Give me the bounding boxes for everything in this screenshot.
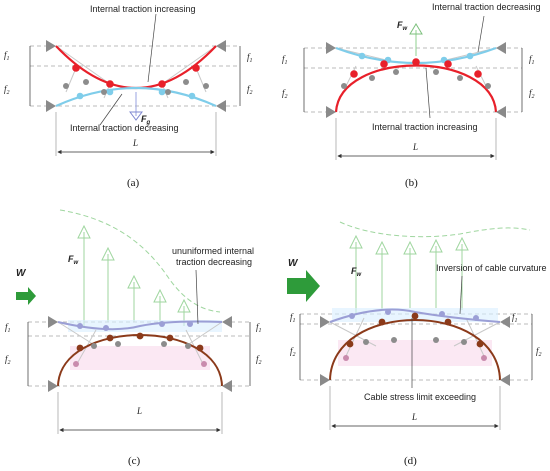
grey-ties [55,45,217,99]
span-label: L [132,138,138,148]
f2-right: f2 [536,346,542,358]
label-traction-increasing: Internal traction increasing [372,122,478,132]
leader-top [147,13,157,83]
blue-nodes [76,88,196,100]
grey-nodes [63,79,209,95]
red-cable [55,45,217,89]
label-traction-increasing: Internal traction increasing [90,4,196,14]
grey-nodes [91,341,191,349]
fw-label: Fw [397,20,408,32]
wind-arrow [287,270,320,302]
fw-arrows [349,234,469,314]
blue-cable [55,86,217,108]
label-traction-decreasing: Internal traction decreasing [70,123,179,133]
panel-c: Fw W [5,209,262,467]
fw-label: Fw [68,254,79,266]
supports [320,316,510,386]
f1-left: f1 [5,322,11,334]
grey-nodes [363,337,467,345]
wind-profile [59,209,221,313]
supports [326,42,506,118]
label-line2: traction decreasing [176,257,252,267]
purple-cable [329,308,501,323]
pink-nodes [343,355,487,361]
f2-left: f2 [5,354,11,366]
span-label: L [136,406,142,416]
fw-arrows [77,224,191,326]
panel-b: Fw Internal traction decreasing Internal… [282,2,541,189]
f1-right: f1 [256,322,262,334]
f2-left: f2 [4,84,10,96]
f2-left: f2 [290,346,296,358]
fg-arrow-head [129,111,143,121]
wind-profile [339,221,531,238]
f2-left: f2 [282,88,288,100]
f1-right: f1 [247,52,253,64]
label-inversion: Inversion of cable curvature [436,263,547,273]
span-label: L [412,142,418,152]
red-cable [334,64,498,113]
f1-right: f1 [529,54,535,66]
blue-nodes [358,52,474,64]
leader-bottom [99,93,123,126]
wind-label: W [288,258,299,269]
fw-label: Fw [351,266,362,278]
label-traction-decreasing: Internal traction decreasing [432,2,541,12]
f1-left: f1 [290,312,296,324]
f2-right: f2 [529,88,535,100]
caption-a: (a) [127,177,140,189]
f2-right: f2 [247,84,253,96]
wind-label: W [16,268,27,279]
wind-arrow [16,287,36,305]
label-line1: ununiformed internal [172,246,254,256]
fw-arrow-head [409,23,423,35]
brown-nodes [346,312,484,348]
span-label: L [411,412,417,422]
red-nodes [72,64,200,88]
f1-left: f1 [4,50,10,62]
caption-c: (c) [128,455,141,467]
panel-a: Fg Internal traction increasing Internal… [4,4,253,189]
fg-label: Fg [141,114,151,126]
caption-d: (d) [404,455,417,467]
label-stress-limit: Cable stress limit exceeding [364,392,476,402]
panel-d: Fw W [287,221,547,467]
caption-b: (b) [405,177,418,189]
grey-nodes [341,69,491,89]
f1-left: f1 [282,54,288,66]
pink-nodes [73,361,207,367]
supports [48,316,232,392]
purple-cable [57,320,223,331]
purple-nodes [77,321,193,331]
brown-cable [329,319,501,381]
f1-right: f1 [512,312,518,324]
supports [46,40,226,112]
red-nodes [350,58,482,78]
f2-right: f2 [256,354,262,366]
brown-nodes [76,332,204,352]
purple-nodes [349,309,479,321]
